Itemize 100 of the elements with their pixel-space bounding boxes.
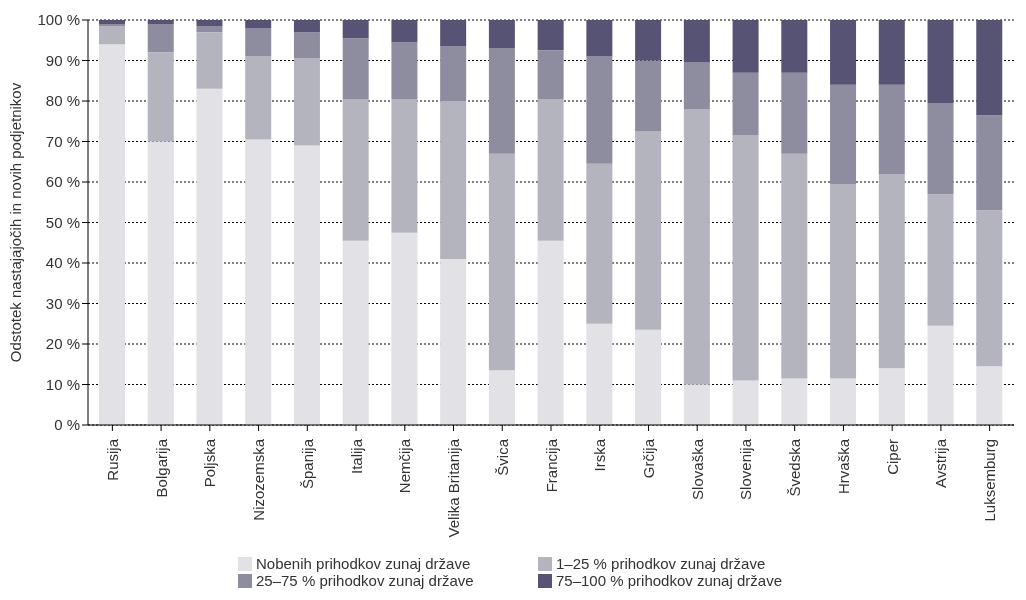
bar — [781, 20, 808, 73]
x-tick-label: Bolgarija — [152, 438, 170, 498]
x-tick-label: Španija — [298, 438, 316, 490]
bar — [147, 20, 174, 25]
bar — [537, 20, 564, 51]
bar — [781, 153, 808, 379]
bar — [537, 240, 564, 425]
x-tick-label: Rusija — [103, 438, 121, 481]
x-tick-label: Luksemburg — [981, 439, 999, 522]
x-tick-label: Švedska — [786, 438, 804, 497]
bar — [732, 20, 759, 73]
y-tick-label: 100 % — [37, 11, 80, 29]
bar — [927, 194, 954, 326]
bar — [732, 135, 759, 381]
bar — [245, 139, 272, 425]
bar — [635, 20, 662, 61]
bar — [927, 325, 954, 425]
bar — [635, 131, 662, 330]
x-tick-label: Grčija — [639, 438, 657, 479]
x-tick-label: Hrvaška — [834, 438, 852, 495]
bar — [683, 62, 710, 110]
bar — [781, 378, 808, 425]
legend-label: Nobenih prihodkov zunaj države — [256, 555, 471, 572]
x-tick-label: Francija — [542, 438, 560, 493]
bar — [732, 380, 759, 425]
x-tick-label: Švica — [493, 438, 511, 476]
bar — [440, 20, 467, 47]
legend-label: 25–75 % prihodkov zunaj države — [256, 572, 474, 589]
x-tick-label: Avstrija — [932, 438, 950, 488]
bar — [391, 232, 418, 425]
y-tick-label: 40 % — [45, 254, 80, 272]
y-tick-label: 0 % — [54, 416, 80, 434]
bar — [196, 20, 223, 27]
bar — [927, 103, 954, 195]
x-tick-label: Slovenija — [737, 438, 755, 500]
bar — [147, 141, 174, 425]
bar — [293, 20, 320, 33]
y-tick-label: 80 % — [45, 92, 80, 110]
bar — [99, 20, 125, 25]
bar — [293, 32, 320, 59]
bar — [586, 56, 613, 164]
bar — [342, 240, 369, 425]
y-tick-label: 90 % — [45, 51, 80, 69]
bar — [635, 329, 662, 425]
bar — [440, 46, 467, 101]
bar — [342, 98, 369, 241]
bar — [99, 44, 125, 425]
bar — [878, 173, 905, 369]
bar — [976, 20, 1003, 116]
bar — [830, 84, 857, 185]
legend-label: 75–100 % prihodkov zunaj države — [556, 572, 782, 589]
bar — [488, 48, 515, 154]
x-tick-label: Irska — [591, 438, 609, 472]
bar — [342, 20, 369, 39]
bar — [586, 163, 613, 324]
bar — [976, 366, 1003, 425]
bar — [830, 20, 857, 85]
bar — [878, 20, 905, 85]
x-tick-label: Ciper — [883, 439, 901, 475]
bar — [99, 24, 125, 27]
y-tick-label: 20 % — [45, 335, 80, 353]
bar — [391, 20, 418, 43]
bar — [732, 72, 759, 136]
x-tick-label: Slovaška — [688, 438, 706, 500]
bar — [196, 88, 223, 425]
y-axis-title: Odstotek nastajajočih in novih podjetnikov — [7, 82, 25, 363]
bar — [147, 24, 174, 53]
bar — [683, 20, 710, 63]
bar — [440, 258, 467, 425]
bar — [293, 145, 320, 425]
bar — [537, 98, 564, 241]
bar — [586, 20, 613, 57]
bar — [391, 98, 418, 233]
bar — [391, 42, 418, 99]
x-tick-label: Nemčija — [396, 438, 414, 494]
bar — [878, 84, 905, 174]
bar — [976, 210, 1003, 367]
bar — [440, 101, 467, 259]
y-tick-label: 30 % — [45, 294, 80, 312]
bar — [830, 378, 857, 425]
bar — [878, 368, 905, 425]
bar — [927, 20, 954, 104]
bar — [99, 26, 125, 45]
bar — [830, 184, 857, 379]
bar — [976, 115, 1003, 211]
bar — [245, 20, 272, 29]
x-tick-label: Velika Britanija — [445, 438, 463, 538]
bar — [683, 384, 710, 425]
bar — [293, 58, 320, 146]
bar — [683, 109, 710, 385]
bar — [488, 153, 515, 371]
bar — [147, 52, 174, 142]
bar — [342, 38, 369, 99]
bar — [635, 60, 662, 132]
y-tick-label: 50 % — [45, 213, 80, 231]
y-tick-label: 10 % — [45, 375, 80, 393]
x-tick-label: Poljska — [201, 438, 219, 488]
y-tick-label: 60 % — [45, 173, 80, 191]
bar — [196, 32, 223, 89]
y-tick-label: 70 % — [45, 132, 80, 150]
